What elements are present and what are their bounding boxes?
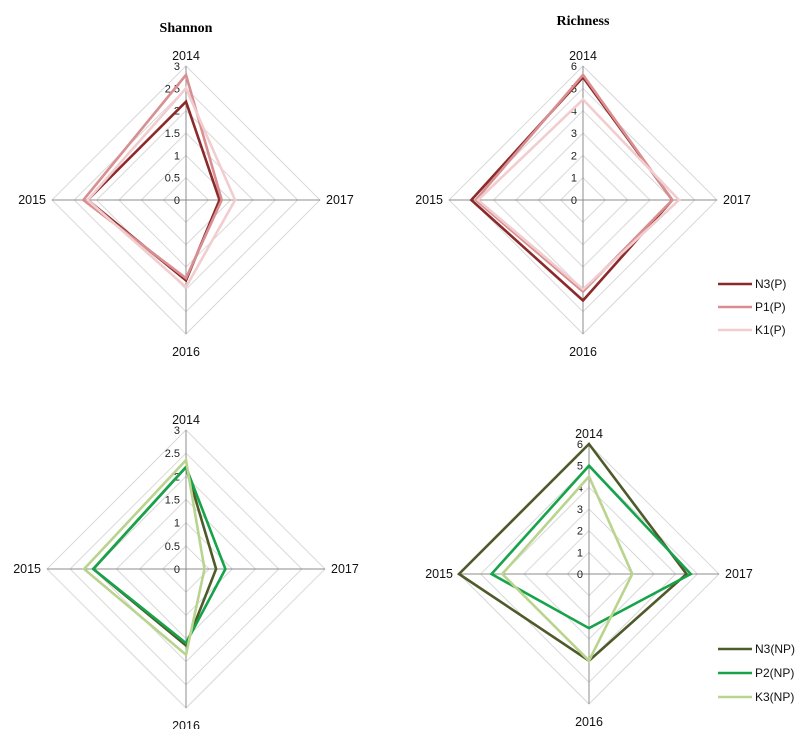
- chart-3-axis-label: 2017: [725, 567, 753, 581]
- chart-3-legend-label: N3(NP): [755, 642, 795, 656]
- chart-1-tick-label: 2: [571, 150, 577, 162]
- chart-1-tick-label: 0: [571, 195, 577, 207]
- chart-0-tick-label: 3: [174, 61, 180, 73]
- chart-2-tick-label: 1.5: [165, 495, 180, 507]
- chart-0-tick-label: 1.5: [165, 128, 180, 140]
- chart-1-series-K1(P): [476, 97, 681, 292]
- chart-0-title: Shannon: [160, 21, 213, 36]
- chart-1-legend-label: K1(P): [755, 323, 786, 337]
- chart-3-axis-label: 2015: [425, 567, 453, 581]
- chart-1-legend-label: N3(P): [755, 277, 786, 291]
- chart-3-series-K3(NP): [500, 474, 634, 663]
- chart-1-tick-label: 1: [571, 173, 577, 185]
- chart-1-tick-label: 4: [571, 106, 577, 118]
- chart-2-tick-label: 3: [174, 425, 180, 437]
- chart-0-tick-label: 0.5: [165, 173, 180, 185]
- chart-0-series-K1(P): [85, 85, 237, 290]
- chart-3-tick-label: 5: [577, 461, 583, 473]
- chart-1-axis-label: 2017: [723, 193, 751, 207]
- chart-1-tick-label: 5: [571, 83, 577, 95]
- chart-3-tick-label: 1: [577, 547, 583, 559]
- chart-3-tick-label: 2: [577, 526, 583, 538]
- chart-2-tick-label: 0: [174, 564, 180, 576]
- chart-2-axis-label: 2014: [172, 413, 200, 427]
- chart-1-title: Richness: [557, 14, 610, 29]
- chart-3-tick-label: 3: [577, 504, 583, 516]
- chart-3-tick-label: 6: [577, 439, 583, 451]
- chart-2-axis-label: 2016: [172, 719, 200, 729]
- chart-3-axis-label: 2016: [575, 715, 603, 729]
- chart-1-axis-label: 2014: [569, 49, 597, 63]
- chart-0-tick-label: 0: [174, 195, 180, 207]
- chart-3-axis-label: 2014: [575, 427, 603, 441]
- chart-3-tick-label: 0: [577, 569, 583, 581]
- chart-0-axis-label: 2014: [172, 49, 200, 63]
- chart-0-axis-label: 2015: [18, 193, 46, 207]
- chart-3-series-P2(NP): [489, 463, 693, 630]
- chart-0-axis-label: 2017: [326, 193, 354, 207]
- chart-0-series-N3(P): [85, 99, 221, 283]
- chart-1-tick-label: 3: [571, 128, 577, 140]
- chart-2-series-K3(NP): [82, 457, 206, 658]
- chart-1-series-P1(P): [473, 72, 674, 294]
- chart-2-tick-label: 1: [174, 518, 180, 530]
- chart-2-axis-label: 2015: [13, 562, 41, 576]
- chart-0-series-P1(P): [81, 72, 224, 281]
- chart-1-axis-label: 2016: [569, 345, 597, 359]
- chart-2-tick-label: 2.5: [165, 448, 180, 460]
- chart-1-legend-label: P1(P): [755, 300, 786, 314]
- chart-3-legend-label: P2(NP): [755, 666, 794, 680]
- chart-2-series-P2(NP): [91, 464, 227, 646]
- chart-3-series-N3(NP): [456, 442, 689, 663]
- chart-3-legend-label: K3(NP): [755, 690, 794, 704]
- chart-1-tick-label: 6: [571, 61, 577, 73]
- chart-0-axis-label: 2016: [172, 345, 200, 359]
- chart-2-tick-label: 0.5: [165, 541, 180, 553]
- chart-2-axis-label: 2017: [331, 562, 359, 576]
- chart-0-tick-label: 1: [174, 150, 180, 162]
- chart-1-axis-label: 2015: [415, 193, 443, 207]
